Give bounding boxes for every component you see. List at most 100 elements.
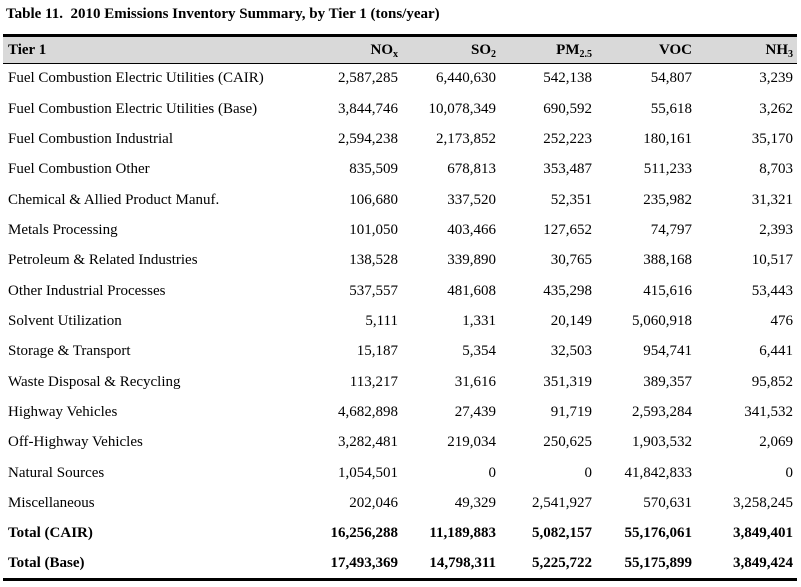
header-text: VOC [658,41,692,58]
cell-value: 3,849,401 [733,525,793,542]
row-label: Storage & Transport [8,343,131,360]
cell-value: 0 [584,464,593,481]
cell-value: 91,719 [550,403,592,420]
cell-value: 31,321 [751,191,793,208]
cell-value: 3,258,245 [733,494,793,511]
cell-value: 20,149 [550,312,592,329]
cell-value: 127,652 [543,221,592,238]
cell-value: 53,443 [751,282,793,299]
header-text: PM [556,41,580,58]
cell-value: 113,217 [349,373,398,390]
table-title: Table 11. 2010 Emissions Inventory Summa… [6,6,440,22]
cell-value: 138,528 [349,252,398,269]
cell-value: 5,111 [365,312,398,329]
cell-value: 1,054,501 [338,464,398,481]
cell-value: 388,168 [643,252,692,269]
table-row: Miscellaneous 202,046 49,329 2,541,927 570,6… [3,488,797,518]
cell-value: 476 [770,312,794,329]
row-label: Solvent Utilization [8,312,122,329]
row-label: Petroleum & Related Industries [8,252,198,269]
cell-value: 55,175,899 [624,554,693,571]
cell-value: 3,849,424 [733,554,793,571]
row-label: Miscellaneous [8,494,95,511]
row-label: Chemical & Allied Product Manuf. [8,191,220,208]
header-subscript: 3 [788,48,793,60]
table-row: Metals Processing 101,050 403,466 127,652 74… [3,215,797,245]
cell-value: 2,587,285 [338,70,398,87]
cell-value: 337,520 [447,191,496,208]
cell-value: 219,034 [447,434,496,451]
cell-value: 106,680 [349,191,398,208]
table-row: Fuel Combustion Other 835,509 678,813 353,4… [3,155,797,185]
row-label: Other Industrial Processes [8,282,166,299]
cell-value: 3,239 [759,70,793,87]
cell-value: 250,625 [543,434,592,451]
cell-value: 570,631 [643,494,692,511]
header-row: Tier 1 NOx SO2 PM2.5 VOC NH3 [3,35,797,64]
cell-value: 5,082,157 [532,525,592,542]
cell-value: 14,798,311 [429,554,496,571]
cell-value: 2,393 [759,221,793,238]
header-text: NH [765,41,789,58]
table-row: Fuel Combustion Electric Utilities (Base… [3,94,797,124]
cell-value: 41,842,833 [624,464,693,481]
table-row: Fuel Combustion Industrial 2,594,238 2,173… [3,124,797,154]
cell-value: 252,223 [543,130,592,147]
cell-value: 2,593,284 [632,403,692,420]
column-header: Tier 1 [3,36,300,64]
cell-value: 31,616 [454,373,496,390]
cell-value: 32,503 [550,343,592,360]
cell-value: 415,616 [643,282,692,299]
cell-value: 202,046 [349,494,398,511]
row-label: Off-Highway Vehicles [8,434,143,451]
cell-value: 16,256,288 [330,525,399,542]
table-body: Fuel Combustion Electric Utilities (CAIR… [3,64,797,580]
cell-value: 74,797 [650,221,692,238]
cell-value: 341,532 [744,403,793,420]
cell-value: 49,329 [454,494,496,511]
cell-value: 3,844,746 [338,100,398,117]
cell-value: 52,351 [550,191,592,208]
cell-value: 101,050 [349,221,398,238]
row-label: Fuel Combustion Electric Utilities (CAIR… [8,70,264,87]
header-subscript: 2 [491,48,496,60]
column-header: NH3 [696,36,797,64]
cell-value: 3,282,481 [338,434,398,451]
cell-value: 5,225,722 [532,554,592,571]
cell-value: 95,852 [751,373,793,390]
cell-value: 0 [488,464,497,481]
cell-value: 27,439 [454,403,496,420]
row-label: Fuel Combustion Other [8,161,150,178]
column-header: VOC [596,36,696,64]
cell-value: 678,813 [447,161,496,178]
cell-value: 5,060,918 [632,312,692,329]
table-header: Tier 1 NOx SO2 PM2.5 VOC NH3 [3,35,797,64]
cell-value: 6,441 [759,343,793,360]
header-subscript: 2.5 [579,48,593,60]
row-label: Natural Sources [8,464,105,481]
cell-value: 835,509 [349,161,398,178]
row-label: Metals Processing [8,221,118,238]
row-label: Fuel Combustion Industrial [8,130,173,147]
cell-value: 481,608 [447,282,496,299]
table-row: Fuel Combustion Electric Utilities (CAIR… [3,64,797,94]
cell-value: 235,982 [643,191,692,208]
cell-value: 2,069 [759,434,793,451]
cell-value: 17,493,369 [330,554,399,571]
cell-value: 180,161 [643,130,692,147]
cell-value: 690,592 [543,100,592,117]
header-text: Tier 1 [8,41,47,58]
cell-value: 2,594,238 [338,130,398,147]
cell-value: 55,176,061 [624,525,693,542]
cell-value: 389,357 [643,373,692,390]
table-row: Highway Vehicles 4,682,898 27,439 91,719 2,5… [3,397,797,427]
cell-value: 5,354 [462,343,496,360]
table-row: Solvent Utilization 5,111 1,331 20,149 5,060… [3,306,797,336]
cell-value: 15,187 [356,343,398,360]
total-row: Total (CAIR) 16,256,288 11,189,883 5,082,15… [3,519,797,549]
table-row: Storage & Transport 15,187 5,354 32,503 954,… [3,337,797,367]
emissions-table: Tier 1 NOx SO2 PM2.5 VOC NH3 Fuel Combustion … [3,34,797,581]
header-subscript: x [393,48,398,60]
cell-value: 3,262 [759,100,793,117]
